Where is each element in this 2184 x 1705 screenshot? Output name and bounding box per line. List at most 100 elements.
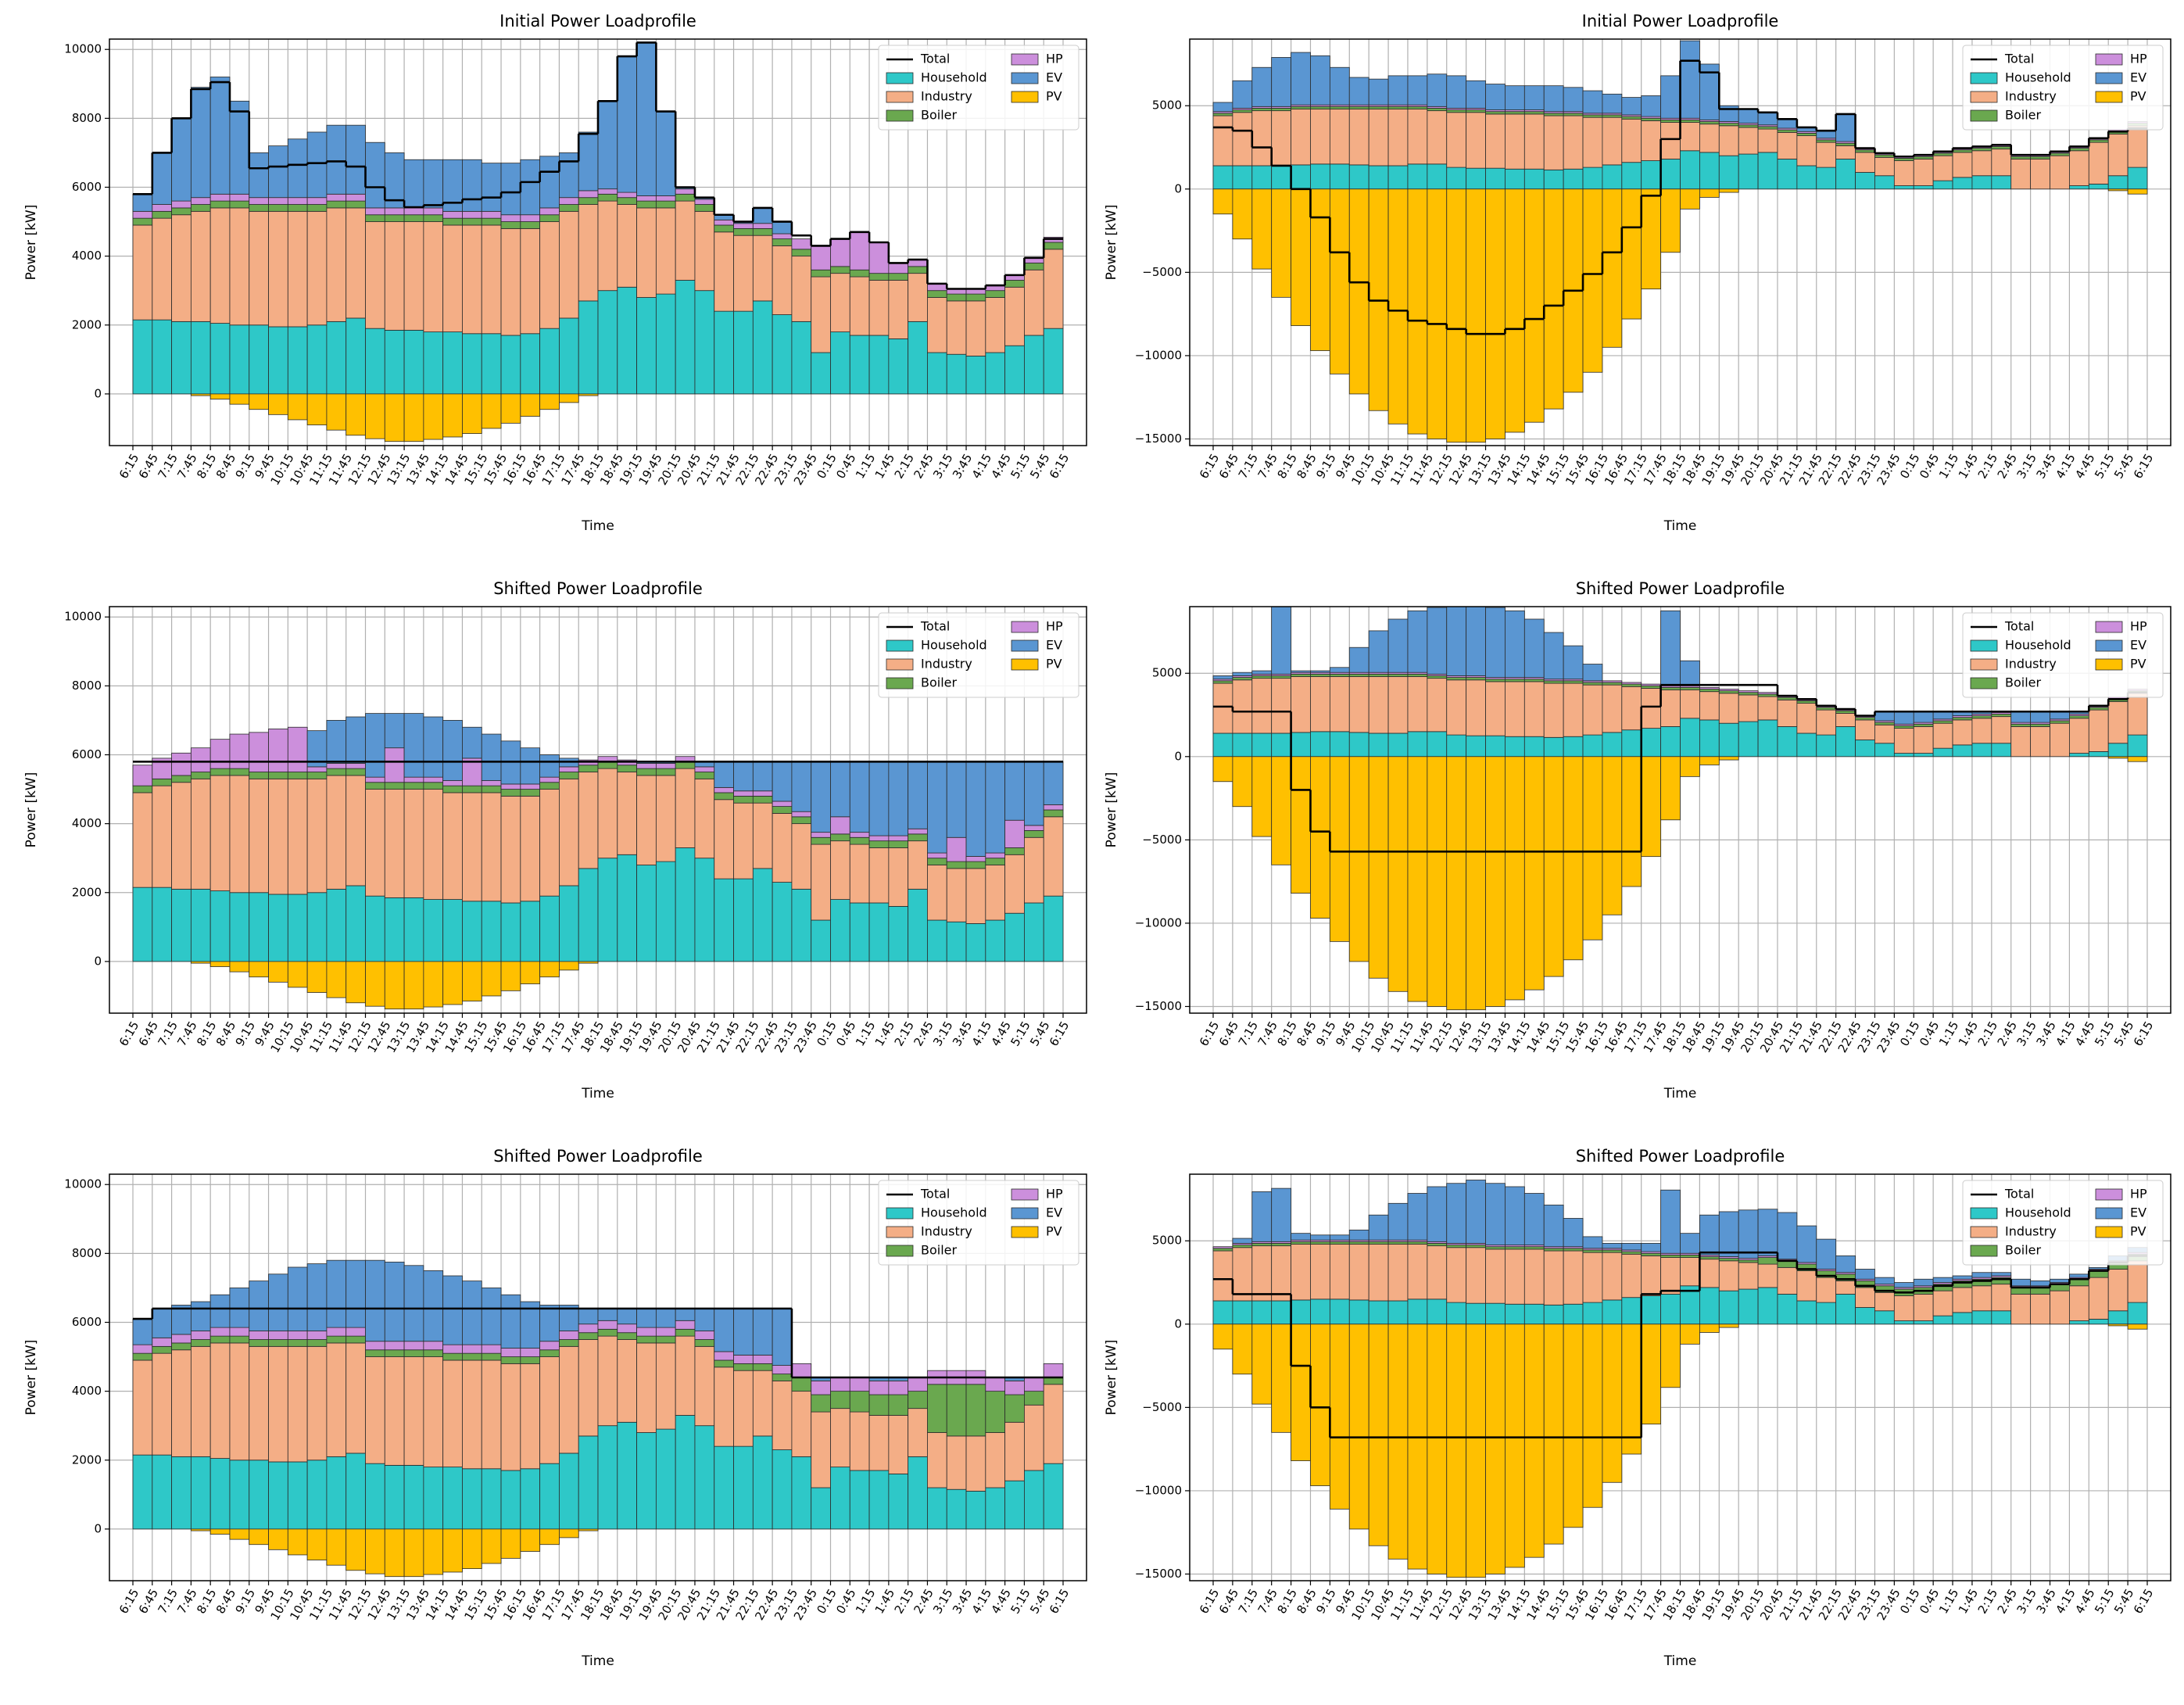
stack-segment [868, 847, 890, 904]
stack-segment [1602, 116, 1623, 166]
stack-segment [462, 1528, 482, 1569]
stack-segment [1660, 159, 1681, 190]
stack-segment [346, 1335, 366, 1344]
x-tick-label: 9:15 [233, 1019, 258, 1048]
stack-segment [811, 1394, 831, 1413]
stack-segment [2127, 1302, 2148, 1325]
x-tick-label: 5:15 [1008, 451, 1033, 481]
stack-segment [1971, 150, 1992, 177]
stack-segment [559, 197, 579, 205]
stack-segment [1718, 155, 1739, 190]
stack-segment [752, 761, 773, 792]
stack-segment [1641, 120, 1662, 161]
stack-segment [1718, 1211, 1739, 1257]
stack-segment [2069, 148, 2089, 152]
stack-segment [1660, 1189, 1681, 1254]
stack-segment [830, 1408, 850, 1467]
stack-segment [1757, 128, 1778, 153]
x-tick-label: 2:15 [1975, 1019, 2000, 1048]
stack-segment [1329, 676, 1350, 733]
stack-segment [1348, 756, 1369, 962]
stack-segment [1757, 692, 1778, 695]
chart-title: Shifted Power Loadprofile [1576, 579, 1785, 598]
stack-segment [1523, 113, 1545, 170]
stack-segment [481, 1468, 502, 1530]
stack-segment [1563, 1248, 1584, 1252]
x-tick-label: 6:45 [136, 451, 161, 481]
stack-segment [1563, 113, 1584, 116]
stack-segment [306, 1345, 328, 1461]
stack-segment [1757, 693, 1778, 697]
stack-segment [152, 1345, 172, 1354]
stack-segment [888, 847, 909, 907]
stack-segment [1466, 109, 1486, 113]
stack-segment [1291, 1241, 1311, 1245]
stack-segment [539, 1305, 560, 1342]
stack-segment [1043, 1363, 1064, 1378]
stack-segment [365, 141, 385, 209]
stack-segment [1660, 122, 1681, 159]
stack-segment [520, 795, 541, 902]
x-tick-label: 7:15 [1236, 1019, 1261, 1048]
stack-segment [965, 356, 986, 395]
stack-segment [578, 300, 599, 395]
y-tick-label: −10000 [1135, 1483, 1182, 1497]
stack-segment [1699, 1259, 1720, 1288]
x-tick-label: 3:15 [2014, 1019, 2039, 1048]
stack-segment [1310, 188, 1330, 351]
x-axis-label: Time [581, 518, 614, 534]
stack-segment [403, 782, 424, 790]
y-tick-label: 4000 [72, 249, 102, 263]
stack-segment [1043, 809, 1064, 818]
stack-segment [617, 286, 637, 395]
stack-segment [152, 152, 172, 205]
x-tick-label: 6:45 [136, 1586, 161, 1616]
stack-segment [1563, 756, 1584, 961]
stack-segment [597, 1320, 618, 1330]
stack-segment [1796, 1225, 1817, 1263]
stack-segment [384, 782, 405, 790]
stack-segment [1368, 630, 1389, 673]
stack-segment [306, 1339, 328, 1347]
x-tick-label: 1:15 [1936, 1019, 1961, 1048]
stack-segment [1796, 700, 1817, 704]
stack-segment [423, 776, 444, 783]
x-tick-label: 3:15 [2014, 451, 2039, 481]
stack-segment [132, 1454, 153, 1530]
stack-segment [520, 214, 541, 222]
stack-segment [442, 393, 463, 438]
stack-segment [1621, 686, 1642, 731]
stack-segment [888, 1415, 909, 1474]
stack-segment [306, 197, 328, 205]
stack-segment [1466, 1180, 1486, 1244]
legend-label: HP [1046, 52, 1063, 66]
stack-segment [559, 1345, 579, 1454]
stack-segment [1738, 692, 1759, 696]
stack-segment [830, 1377, 850, 1392]
stack-segment [287, 1461, 308, 1530]
x-tick-label: 7:45 [174, 1019, 199, 1048]
stack-segment [1505, 1246, 1525, 1250]
stack-segment [1310, 109, 1330, 165]
stack-segment [326, 1335, 347, 1344]
stack-segment [1602, 680, 1623, 683]
legend-label: EV [1046, 638, 1062, 653]
stack-segment [714, 799, 734, 879]
x-tick-label: 6:15 [116, 1019, 141, 1048]
stack-segment [2127, 693, 2148, 736]
stack-segment [152, 1308, 172, 1338]
stack-segment [1427, 163, 1448, 190]
stack-segment [287, 326, 308, 395]
stack-segment [714, 1359, 734, 1368]
stack-segment [1004, 1480, 1025, 1530]
stack-segment [1816, 130, 1837, 139]
stack-segment [1368, 676, 1389, 734]
stack-segment [1251, 108, 1273, 112]
stack-segment [171, 1349, 192, 1457]
stack-segment [830, 761, 850, 818]
stack-segment [1232, 1324, 1253, 1375]
stack-segment [132, 887, 153, 962]
stack-segment [1291, 670, 1311, 673]
stack-segment [694, 858, 715, 962]
stack-segment [481, 792, 502, 902]
